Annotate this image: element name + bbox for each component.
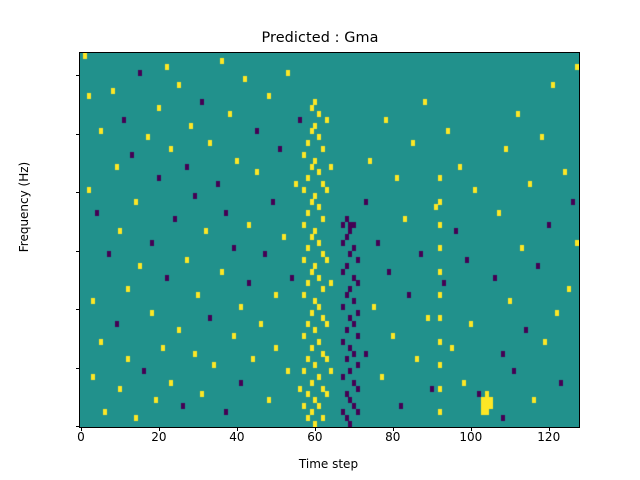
x-axis-tick-mark xyxy=(470,427,472,431)
x-axis-tick-mark xyxy=(236,427,238,431)
x-axis-tick-mark xyxy=(548,427,550,431)
y-axis-tick-mark xyxy=(75,75,79,77)
y-axis-label: Frequency (Hz) xyxy=(17,161,31,253)
heatmap-axes xyxy=(79,52,580,428)
x-axis-tick-mark xyxy=(392,427,394,431)
heatmap-image xyxy=(80,53,579,427)
x-axis-tick-label: 40 xyxy=(229,430,245,444)
y-axis-tick-mark xyxy=(75,133,79,135)
x-axis-tick-label: 80 xyxy=(385,430,401,444)
x-axis-tick-label: 120 xyxy=(537,430,561,444)
x-axis-tick-label: 60 xyxy=(307,430,323,444)
x-axis-tick-mark xyxy=(314,427,316,431)
x-axis-tick-label: 0 xyxy=(77,430,85,444)
x-axis-tick-label: 100 xyxy=(459,430,483,444)
x-axis-label: Time step xyxy=(298,457,359,471)
y-axis-tick-mark xyxy=(75,367,79,369)
x-axis-tick-mark xyxy=(158,427,160,431)
x-axis-tick-mark xyxy=(80,427,82,431)
chart-title: Predicted : Gma xyxy=(261,30,379,46)
y-axis-tick-mark xyxy=(75,250,79,252)
x-axis-tick-label: 20 xyxy=(151,430,167,444)
y-axis-tick-mark xyxy=(75,309,79,311)
y-axis-tick-mark xyxy=(75,192,79,194)
y-axis-tick-mark xyxy=(75,426,79,428)
